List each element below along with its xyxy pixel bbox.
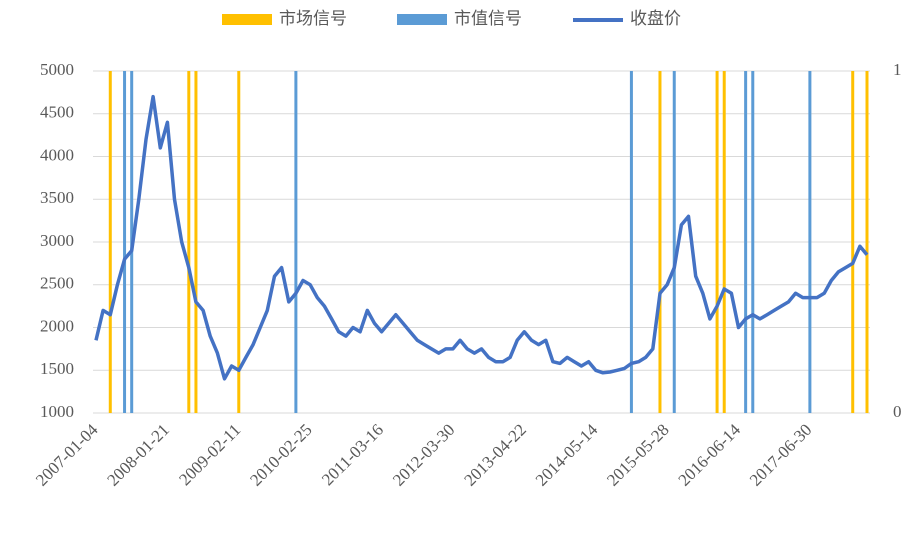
signal-bar (294, 71, 298, 413)
y-tick-label: 1500 (40, 359, 74, 378)
signal-bar (715, 71, 719, 413)
x-tick-label: 2009-02-11 (175, 420, 244, 489)
y-tick-label: 2500 (40, 274, 74, 293)
x-tick-label: 2012-03-30 (389, 420, 459, 490)
y-tick-label: 2000 (40, 316, 74, 335)
legend-label: 收盘价 (630, 9, 681, 28)
x-tick-label: 2015-05-28 (603, 420, 673, 490)
signal-bar (629, 71, 633, 413)
signal-bar (187, 71, 191, 413)
x-tick-label: 2017-06-30 (746, 420, 816, 490)
x-tick-label: 2014-05-14 (532, 420, 602, 490)
x-tick-label: 2016-06-14 (675, 420, 745, 490)
signal-bar (751, 71, 755, 413)
x-tick-label: 2013-04-22 (460, 420, 530, 490)
signal-bar (123, 71, 127, 413)
close-line (94, 94, 869, 381)
y-tick-label: 3000 (40, 231, 74, 250)
y2-tick-label: 1 (893, 60, 902, 79)
y-tick-label: 5000 (40, 60, 74, 79)
legend-swatch (397, 14, 447, 25)
signal-bar (108, 71, 112, 413)
y-tick-label: 1000 (40, 402, 74, 421)
x-tick-label: 2010-02-25 (246, 420, 316, 490)
signal-bar (722, 71, 726, 413)
signal-bar (851, 71, 855, 413)
legend-swatch (222, 14, 272, 25)
signal-bar (658, 71, 662, 413)
signal-bar (237, 71, 241, 413)
legend-label: 市场信号 (279, 9, 347, 28)
y2-tick-label: 0 (893, 402, 902, 421)
x-tick-label: 2007-01-04 (32, 420, 102, 490)
x-tick-label: 2008-01-21 (103, 420, 173, 490)
signal-bar (808, 71, 812, 413)
signal-bar (744, 71, 748, 413)
y-tick-label: 3500 (40, 188, 74, 207)
legend-label: 市值信号 (454, 9, 522, 28)
x-tick-label: 2011-03-16 (318, 420, 387, 489)
signal-bar (672, 71, 676, 413)
signal-bar (194, 71, 198, 413)
y-tick-label: 4000 (40, 145, 74, 164)
y-tick-label: 4500 (40, 103, 74, 122)
signal-bar (865, 71, 869, 413)
